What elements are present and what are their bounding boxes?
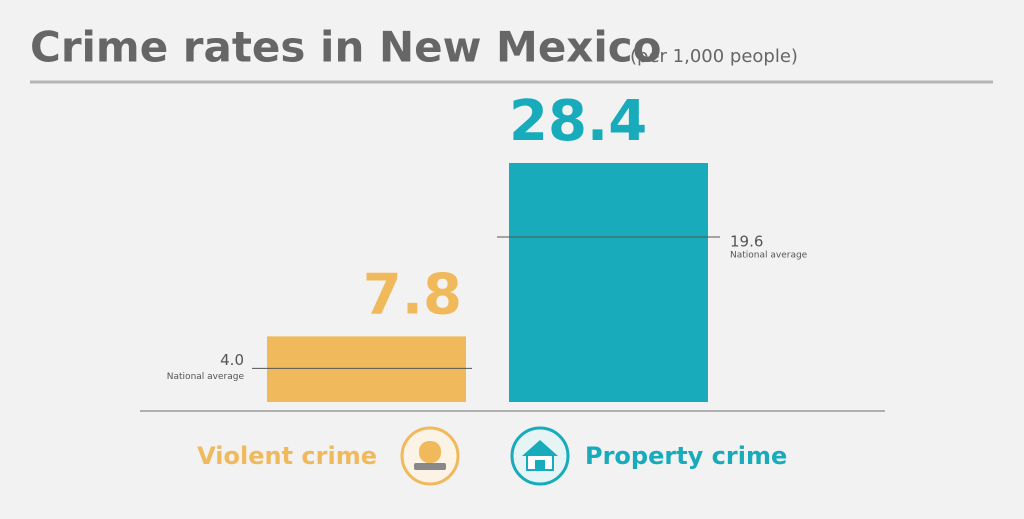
- value-label: 28.4: [509, 89, 647, 154]
- chart-title: Crime rates in New Mexico: [30, 23, 662, 72]
- violent-icon: [400, 426, 460, 486]
- national-average-label: National average: [730, 251, 808, 261]
- category-label: Property crime: [585, 442, 787, 470]
- national-average-label: National average: [167, 372, 245, 382]
- category-label: Violent crime: [197, 442, 377, 470]
- national-average-value: 4.0: [220, 351, 244, 369]
- bar: [509, 163, 708, 402]
- bar: [267, 336, 466, 402]
- chart-subtitle: (per 1,000 people): [630, 46, 798, 67]
- national-average-value: 19.6: [730, 233, 763, 251]
- property-icon: [510, 426, 570, 486]
- value-label: 7.8: [363, 262, 462, 327]
